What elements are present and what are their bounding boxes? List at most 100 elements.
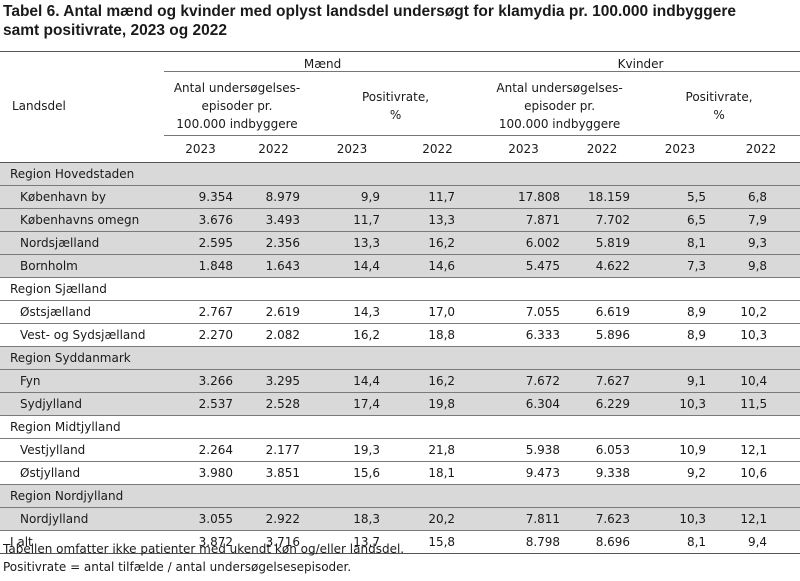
table-cell: 7,9 <box>722 208 800 232</box>
landsdel-label: Københavns omegn <box>0 208 164 232</box>
table-cell: 2.619 <box>237 300 310 324</box>
year-header: 2023 <box>638 135 723 163</box>
total-label: I alt <box>0 530 164 554</box>
men-examined-header: Antal undersøgelses- episoder pr. 100.00… <box>164 77 310 136</box>
table-row: Fyn 3.266 3.295 14,4 16,2 7.672 7.627 9,1 10,4 <box>0 369 800 393</box>
table-cell: 17,0 <box>394 300 482 324</box>
table-cell: 5.475 <box>481 254 567 278</box>
table-cell: 21,8 <box>394 438 482 462</box>
region-row: Region Hovedstaden <box>0 162 800 186</box>
table-body: Region Hovedstaden København by 9.354 8.979… <box>0 162 800 531</box>
table-cell: 18,8 <box>394 323 482 347</box>
table-cell: 7.871 <box>481 208 567 232</box>
table-cell: 1.848 <box>164 254 237 278</box>
table-cell: 11,5 <box>722 392 800 416</box>
footnote-1: Tabellen omfatter ikke patienter med uke… <box>3 542 405 556</box>
table-cell: 7.811 <box>481 507 567 531</box>
table-cell: 19,8 <box>394 392 482 416</box>
men-header: Mænd <box>164 51 482 77</box>
table-cell: 18,1 <box>394 461 482 485</box>
table-cell: 9,4 <box>722 530 800 554</box>
table-cell: 6.304 <box>481 392 567 416</box>
table-cell: 3.493 <box>237 208 310 232</box>
region-label: Region Sjælland <box>0 277 164 301</box>
landsdel-label: Nordjylland <box>0 507 164 531</box>
table-cell: 2.537 <box>164 392 237 416</box>
table-cell: 10,6 <box>722 461 800 485</box>
landsdel-label: Østjylland <box>0 461 164 485</box>
table-row: Vest- og Sydsjælland 2.270 2.082 16,2 18,8 6.… <box>0 323 800 347</box>
table-row: Nordjylland 3.055 2.922 18,3 20,2 7.811 7.623 1… <box>0 507 800 531</box>
table-cell: 9,9 <box>310 185 394 209</box>
table-cell: 3.295 <box>237 369 310 393</box>
table-cell: 6,8 <box>722 185 800 209</box>
table-cell: 3.980 <box>164 461 237 485</box>
table-row: Sydjylland 2.537 2.528 17,4 19,8 6.304 6.229 10… <box>0 392 800 416</box>
table-cell: 20,2 <box>394 507 482 531</box>
region-label: Region Nordjylland <box>0 484 164 508</box>
table-cell: 6.002 <box>481 231 567 255</box>
table-row: København by 9.354 8.979 9,9 11,7 17.808 18.15… <box>0 185 800 209</box>
year-header: 2023 <box>310 135 394 163</box>
table-cell: 2.922 <box>237 507 310 531</box>
landsdel-label: Østsjælland <box>0 300 164 324</box>
header-row-years: 2023 2022 2023 2022 2023 2022 2023 2022 <box>0 135 800 163</box>
title-line-1: Tabel 6. Antal mænd og kvinder med oplys… <box>3 3 736 20</box>
table-cell: 7.055 <box>481 300 567 324</box>
table-cell: 13,7 <box>310 530 394 554</box>
table-cell: 3.676 <box>164 208 237 232</box>
footnote-2: Positivrate = antal tilfælde / antal und… <box>3 560 352 574</box>
table-cell: 9.338 <box>566 461 639 485</box>
table-cell: 5.896 <box>566 323 639 347</box>
table-cell: 2.270 <box>164 323 237 347</box>
table-cell: 8.798 <box>481 530 567 554</box>
women-examined-header: Antal undersøgelses- episoder pr. 100.00… <box>481 77 639 136</box>
table-cell: 9,3 <box>722 231 800 255</box>
total-row: I alt 3.872 3.716 13,7 15,8 8.798 8.696 … <box>0 530 800 554</box>
table-cell: 3.266 <box>164 369 237 393</box>
table-cell: 6.333 <box>481 323 567 347</box>
table-title: Tabel 6. Antal mænd og kvinder med oplys… <box>3 2 798 40</box>
table-cell: 14,4 <box>310 254 394 278</box>
table-cell: 15,6 <box>310 461 394 485</box>
table-cell: 3.055 <box>164 507 237 531</box>
table-cell: 6,5 <box>638 208 723 232</box>
table-cell: 8.696 <box>566 530 639 554</box>
table-cell: 8,9 <box>638 323 723 347</box>
year-header: 2022 <box>394 135 482 163</box>
table-cell: 2.356 <box>237 231 310 255</box>
year-header: 2023 <box>164 135 237 163</box>
table-cell: 11,7 <box>310 208 394 232</box>
table-cell: 12,1 <box>722 507 800 531</box>
table-cell: 11,7 <box>394 185 482 209</box>
table-cell: 10,9 <box>638 438 723 462</box>
region-label: Region Syddanmark <box>0 346 164 370</box>
landsdel-label: Sydjylland <box>0 392 164 416</box>
women-header: Kvinder <box>481 51 800 77</box>
table-cell: 17.808 <box>481 185 567 209</box>
region-row: Region Sjælland <box>0 277 800 301</box>
table-cell: 14,3 <box>310 300 394 324</box>
table-cell: 18,3 <box>310 507 394 531</box>
table-cell: 10,4 <box>722 369 800 393</box>
table-cell: 5.938 <box>481 438 567 462</box>
table-cell: 18.159 <box>566 185 639 209</box>
table-cell: 7.702 <box>566 208 639 232</box>
table-cell: 15,8 <box>394 530 482 554</box>
year-header: 2022 <box>722 135 800 163</box>
table-cell: 3.716 <box>237 530 310 554</box>
region-label: Region Hovedstaden <box>0 162 164 186</box>
table-cell: 9.354 <box>164 185 237 209</box>
table-cell: 9,2 <box>638 461 723 485</box>
table-cell: 5,5 <box>638 185 723 209</box>
table-cell: 12,1 <box>722 438 800 462</box>
men-positive-header: Positivrate, % <box>310 77 482 136</box>
footnotes: Tabellen omfatter ikke patienter med uke… <box>3 540 404 576</box>
data-table: Mænd Kvinder Landsdel Antal undersøgelse… <box>0 51 800 554</box>
table-row: Vestjylland 2.264 2.177 19,3 21,8 5.938 6.053 1… <box>0 438 800 462</box>
landsdel-label: Vestjylland <box>0 438 164 462</box>
table-cell: 16,2 <box>394 369 482 393</box>
table-cell: 2.264 <box>164 438 237 462</box>
table-cell: 6.619 <box>566 300 639 324</box>
table-cell: 7,3 <box>638 254 723 278</box>
